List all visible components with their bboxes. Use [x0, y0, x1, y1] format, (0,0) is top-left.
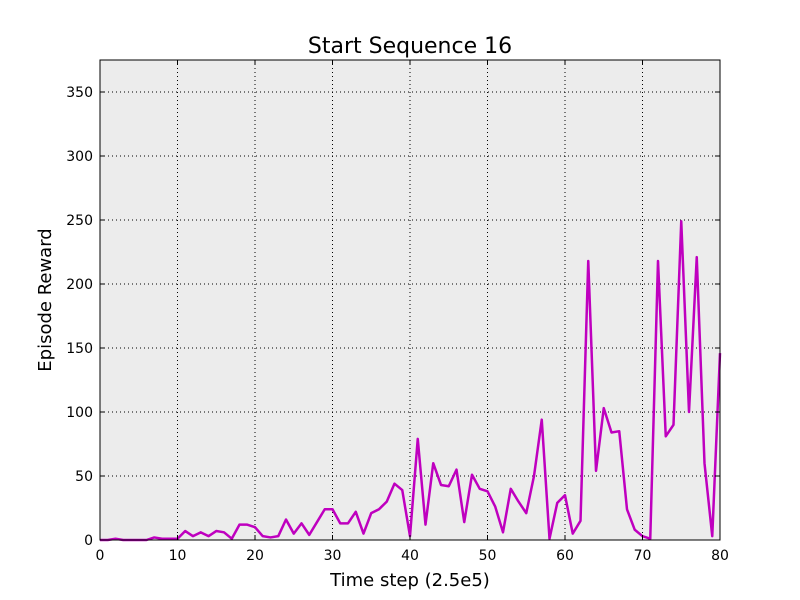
y-tick-label: 150 — [66, 341, 93, 357]
x-tick-label: 30 — [324, 548, 342, 564]
x-tick-label: 20 — [246, 548, 264, 564]
x-tick-label: 0 — [96, 548, 105, 564]
x-tick-label: 70 — [634, 548, 652, 564]
y-tick-label: 200 — [66, 277, 93, 293]
y-axis-label: Episode Reward — [35, 228, 56, 371]
x-tick-label: 50 — [479, 548, 497, 564]
x-axis-label: Time step (2.5e5) — [329, 570, 490, 591]
y-tick-label: 0 — [84, 533, 93, 549]
y-tick-label: 250 — [66, 213, 93, 229]
y-tick-label: 50 — [75, 469, 93, 485]
x-tick-label: 80 — [711, 548, 729, 564]
x-tick-label: 40 — [401, 548, 419, 564]
x-tick-label: 60 — [556, 548, 574, 564]
chart-title: Start Sequence 16 — [308, 34, 512, 59]
axis-ticks: 0 10 20 30 40 50 60 70 80 0 50 100 150 200 250 300 350 — [66, 60, 729, 564]
y-tick-label: 350 — [66, 85, 93, 101]
y-tick-label: 300 — [66, 149, 93, 165]
y-tick-label: 100 — [66, 405, 93, 421]
x-tick-label: 10 — [169, 548, 187, 564]
